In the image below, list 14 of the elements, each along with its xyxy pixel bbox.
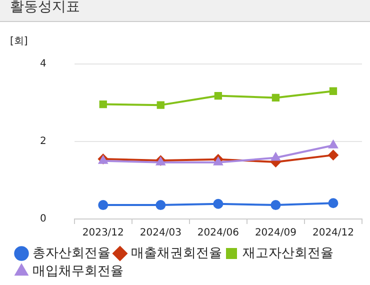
y-tick-label: 4: [40, 58, 46, 70]
chart-title: 활동성지표: [0, 0, 370, 22]
x-tick-label: 2024/03: [140, 228, 182, 239]
y-tick-label: 2: [40, 136, 46, 148]
legend-label: 총자산회전율: [32, 246, 110, 261]
x-tick-label: 2024/12: [312, 228, 354, 239]
y-axis-title: [회]: [10, 35, 28, 48]
legend-label: 매출채권회전율: [131, 246, 222, 261]
x-tick-label: 2023/12: [82, 228, 124, 239]
y-tick-label: 0: [40, 214, 46, 225]
legend-label: 재고자산회전율: [242, 246, 334, 261]
x-tick-label: 2024/09: [254, 228, 296, 239]
legend-label: 매입채무회전율: [32, 264, 124, 279]
x-tick-label: 2024/06: [197, 228, 239, 239]
